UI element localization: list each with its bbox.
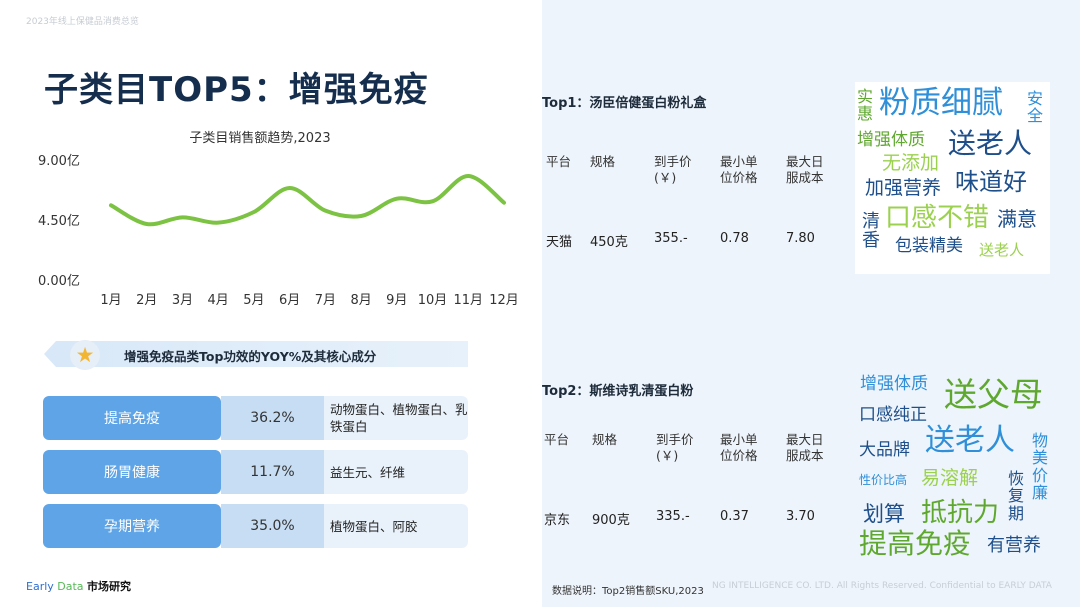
- cloud-word: 送老人: [925, 423, 1015, 458]
- star-icon: ★: [70, 340, 100, 370]
- top1-platform: 天猫: [546, 235, 573, 250]
- efficacy-row: 提高免疫 36.2% 动物蛋白、植物蛋白、乳铁蛋白: [43, 396, 468, 440]
- top1-unit-price: 0.78: [720, 231, 749, 246]
- x-tick-label: 4月: [208, 293, 229, 308]
- cloud-word: 口感纯正: [859, 405, 927, 425]
- cloud-word: 实惠: [856, 87, 873, 124]
- x-tick-label: 12月: [489, 293, 519, 308]
- top1-header-unit-price: 最小单 位价格: [720, 154, 758, 185]
- cloud-word: 增强体质: [860, 374, 928, 394]
- top2-platform: 京东: [544, 513, 571, 528]
- cloud-word: 满意: [997, 207, 1037, 231]
- brand-data: Data: [57, 580, 84, 593]
- brand-logo: Early Data 市场研究: [26, 578, 131, 594]
- top2-header-unit-price: 最小单 位价格: [720, 432, 758, 463]
- efficacy-yoy: 11.7%: [221, 450, 324, 494]
- top2-header-price: 到手价 (￥): [656, 432, 694, 463]
- top1-header-price: 到手价 (￥): [654, 154, 692, 185]
- cloud-word: 提高免疫: [859, 527, 972, 560]
- x-tick-label: 5月: [243, 293, 264, 308]
- top2-price: 335.-: [656, 509, 690, 524]
- report-tag: 2023年线上保健品消费总览: [26, 17, 139, 27]
- top2-spec: 900克: [592, 513, 630, 528]
- cloud-word: 有营养: [987, 535, 1041, 556]
- data-footnote: 数据说明：Top2销售额SKU,2023: [552, 586, 704, 597]
- top2-title: Top2：斯维诗乳清蛋白粉: [542, 384, 694, 399]
- cloud-word: 增强体质: [857, 130, 925, 150]
- chart-title: 子类目销售额趋势,2023: [189, 131, 331, 146]
- cloud-word: 性价比高: [859, 473, 908, 487]
- top2-unit-price: 0.37: [720, 509, 749, 524]
- efficacy-banner: [44, 341, 468, 367]
- top1-daily-cost: 7.80: [786, 231, 815, 246]
- copyright-text: NG INTELLIGENCE CO. LTD. All Rights Rese…: [712, 581, 1052, 591]
- cloud-word: 无添加: [882, 152, 940, 174]
- cloud-word: 划算: [863, 502, 905, 526]
- cloud-word: 恢复期: [1007, 469, 1024, 523]
- top2-header-daily-cost: 最大日 服成本: [786, 432, 824, 463]
- top1-title: Top1：汤臣倍健蛋白粉礼盒: [542, 96, 707, 111]
- efficacy-ingredients: 益生元、纤维: [324, 450, 468, 494]
- x-tick-label: 1月: [100, 293, 121, 308]
- x-tick-label: 11月: [453, 293, 483, 308]
- cloud-word: 送老人: [948, 127, 1033, 160]
- x-tick-label: 6月: [279, 293, 300, 308]
- efficacy-name: 提高免疫: [43, 396, 221, 440]
- sales-trend-chart: 9.00亿 4.50亿 0.00亿 1月 2月 3月 4月 5月 6月 7月 8月 9月 10月 11月 1…: [38, 154, 519, 308]
- word-cloud-top1: 实惠 粉质细腻 安全 增强体质 送老人 无添加 加强营养 味道好 清香 口感不错…: [855, 82, 1050, 274]
- cloud-word: 加强营养: [865, 177, 942, 199]
- cloud-word: 物美价廉: [1031, 431, 1048, 502]
- top1-spec: 450克: [590, 235, 628, 250]
- cloud-word: 粉质细腻: [879, 85, 1003, 121]
- cloud-word: 味道好: [955, 168, 1027, 196]
- x-tick-label: 10月: [418, 293, 448, 308]
- top1-header-daily-cost: 最大日 服成本: [786, 154, 824, 185]
- top1-header-platform: 平台: [546, 154, 572, 169]
- efficacy-yoy: 36.2%: [221, 396, 324, 440]
- x-tick-label: 8月: [350, 293, 371, 308]
- x-tick-label: 7月: [315, 293, 336, 308]
- right-panel: Top1：汤臣倍健蛋白粉礼盒 平台 规格 到手价 (￥) 最小单 位价格 最大日…: [542, 0, 1080, 607]
- cloud-word: 送父母: [944, 375, 1043, 414]
- top2-header-platform: 平台: [544, 432, 570, 447]
- left-panel: 2023年线上保健品消费总览 子类目TOP5：增强免疫 子类目销售额趋势,202…: [26, 17, 519, 594]
- top2-daily-cost: 3.70: [786, 509, 815, 524]
- cloud-word: 安全: [1026, 89, 1043, 126]
- efficacy-row: 肠胃健康 11.7% 益生元、纤维: [43, 450, 468, 494]
- series-line: [109, 173, 506, 227]
- efficacy-yoy: 35.0%: [221, 504, 324, 548]
- x-tick-label: 3月: [172, 293, 193, 308]
- cloud-word: 包装精美: [895, 236, 963, 256]
- efficacy-ingredients: 动物蛋白、植物蛋白、乳铁蛋白: [324, 396, 468, 440]
- cloud-word: 大品牌: [859, 440, 910, 460]
- y-tick-label: 9.00亿: [38, 154, 80, 169]
- efficacy-ingredients: 植物蛋白、阿胶: [324, 504, 468, 548]
- x-tick-label: 9月: [386, 293, 407, 308]
- efficacy-banner-text: 增强免疫品类Top功效的YOY%及其核心成分: [124, 349, 377, 364]
- page-title: 子类目TOP5：增强免疫: [44, 70, 429, 110]
- efficacy-name: 肠胃健康: [43, 450, 221, 494]
- top1-price: 355.-: [654, 231, 688, 246]
- cloud-word: 清香: [862, 211, 880, 252]
- y-tick-label: 0.00亿: [38, 274, 80, 289]
- brand-market-research: 市场研究: [87, 580, 132, 593]
- brand-early: Early: [26, 580, 54, 593]
- efficacy-name: 孕期营养: [43, 504, 221, 548]
- cloud-word: 口感不错: [885, 203, 990, 233]
- word-cloud-top2: 增强体质 送父母 口感纯正 送老人 物美价廉 大品牌 性价比高 易溶解 恢复期 …: [855, 370, 1055, 564]
- top1-header-spec: 规格: [590, 154, 616, 169]
- cloud-word: 易溶解: [921, 467, 979, 489]
- top2-header-spec: 规格: [592, 432, 618, 447]
- efficacy-row: 孕期营养 35.0% 植物蛋白、阿胶: [43, 504, 468, 548]
- cloud-word: 送老人: [979, 241, 1025, 259]
- x-tick-label: 2月: [136, 293, 157, 308]
- cloud-word: 抵抗力: [921, 498, 1000, 528]
- y-tick-label: 4.50亿: [38, 214, 80, 229]
